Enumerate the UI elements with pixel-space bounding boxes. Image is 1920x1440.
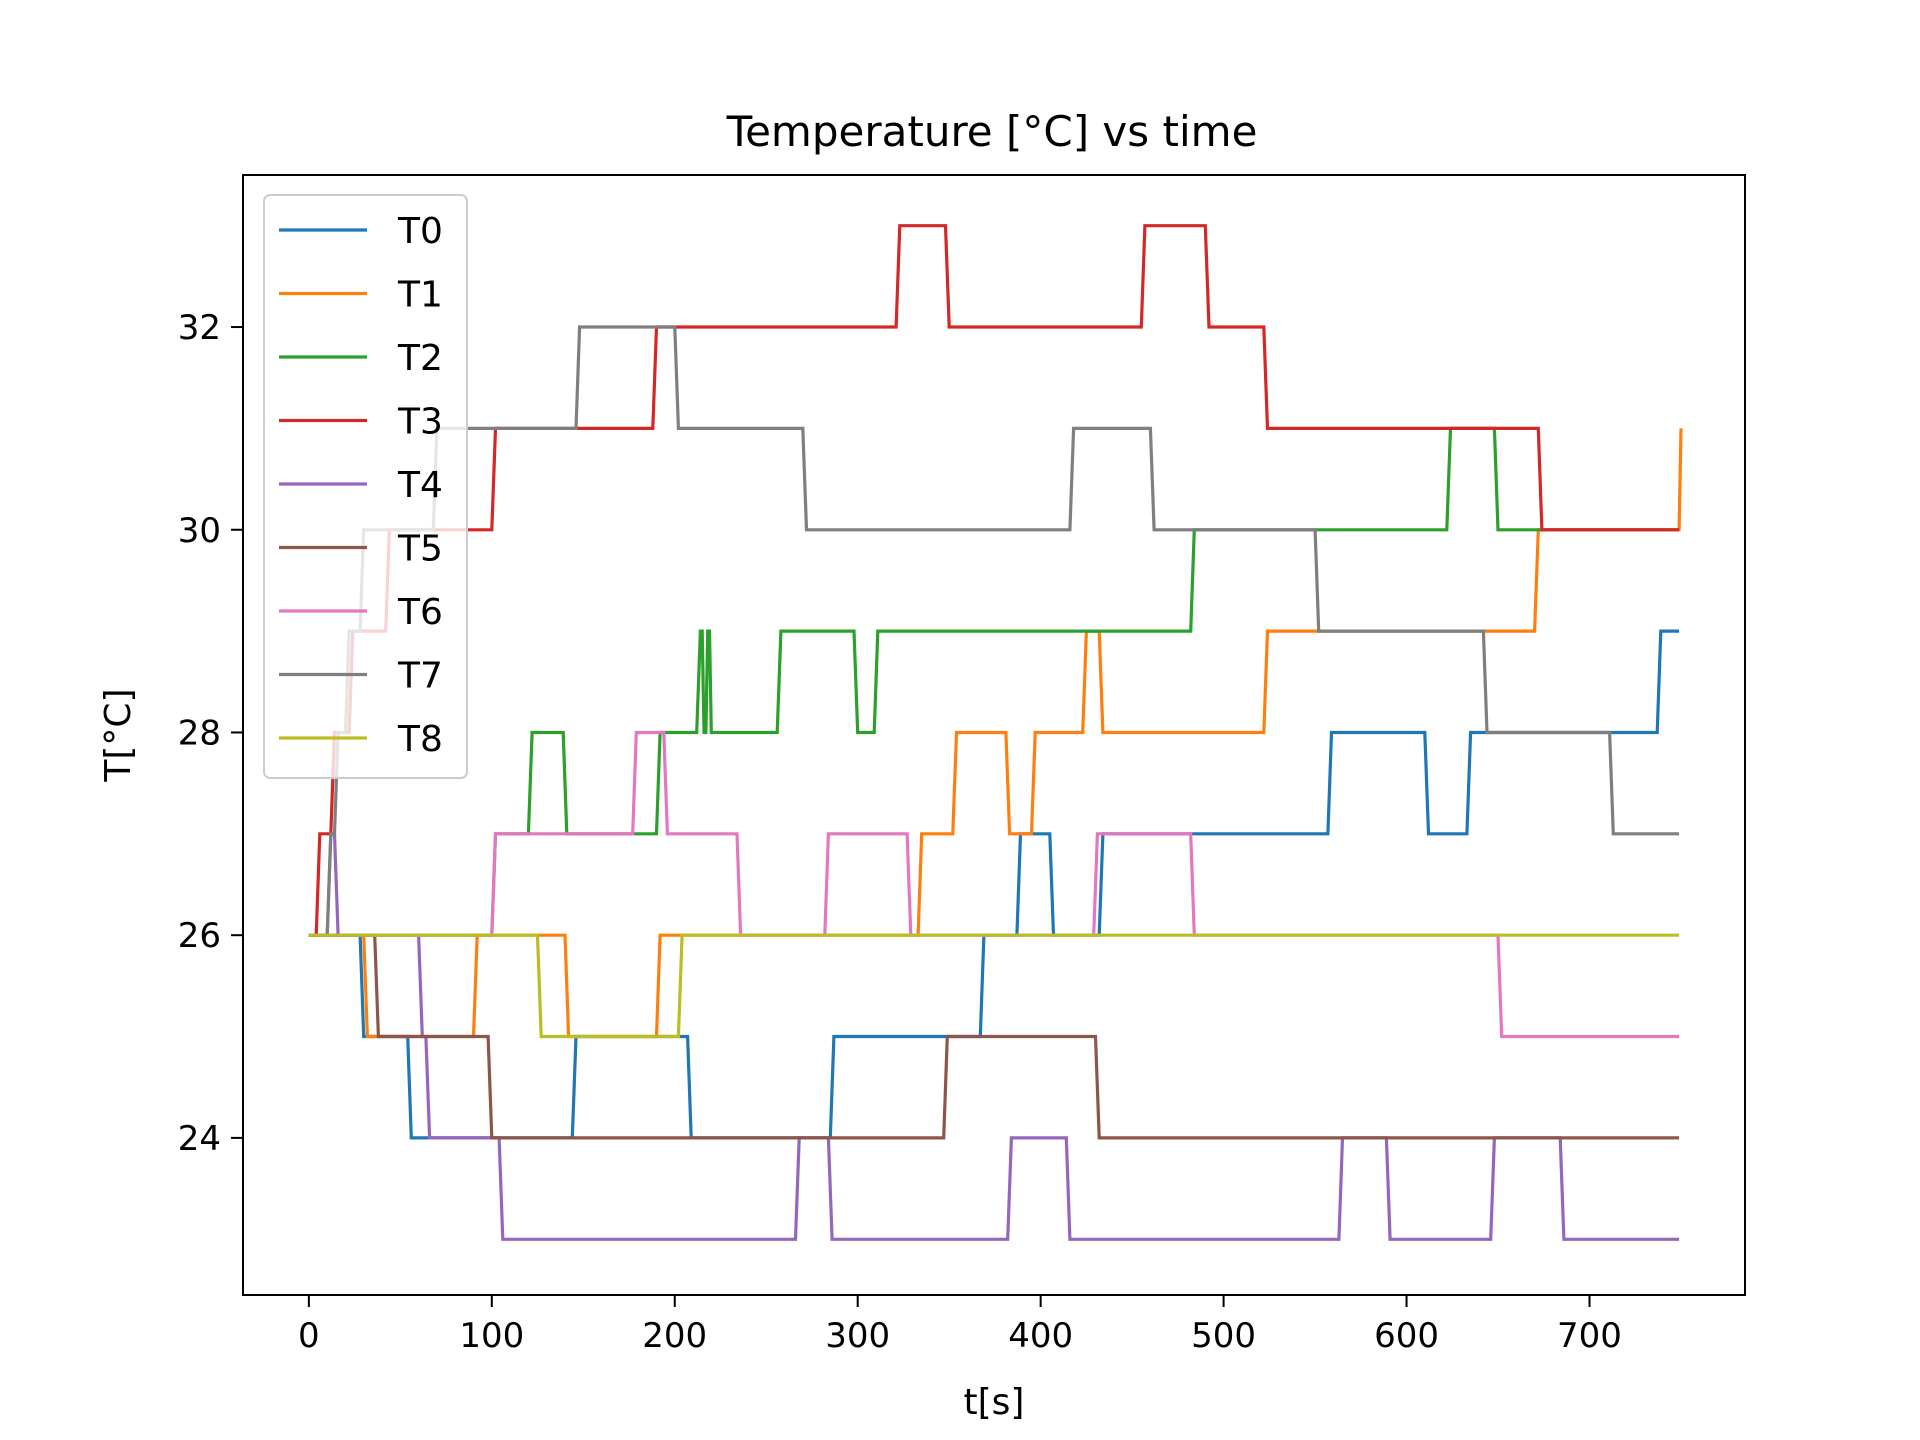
x-tick-label: 500 — [1191, 1316, 1256, 1356]
y-tick-label: 30 — [178, 511, 221, 551]
legend-box — [263, 194, 468, 779]
y-tick-label: 28 — [178, 713, 221, 753]
x-tick-label: 600 — [1374, 1316, 1439, 1356]
series-line-T8 — [308, 933, 1680, 1039]
legend-label-T7: T7 — [397, 656, 443, 697]
legend-label-T5: T5 — [397, 529, 443, 570]
plot-frame — [242, 174, 1746, 1296]
legend-label-T6: T6 — [397, 592, 443, 633]
legend-label-T3: T3 — [397, 402, 443, 443]
legend-label-T8: T8 — [397, 719, 443, 760]
x-tick-label: 700 — [1557, 1316, 1622, 1356]
legend-label-T2: T2 — [397, 338, 443, 379]
chart-title: Temperature [°C] vs time — [726, 107, 1258, 156]
x-tick-label: 100 — [459, 1316, 524, 1356]
y-tick-label: 32 — [178, 308, 221, 348]
legend-label-T4: T4 — [397, 465, 443, 506]
y-axis-ticks: 24 26 28 30 32 — [178, 308, 243, 1159]
y-tick-label: 24 — [178, 1119, 221, 1159]
x-tick-label: 400 — [1008, 1316, 1073, 1356]
series-line-T6 — [308, 730, 1680, 1039]
x-axis-label: t[s] — [964, 1382, 1025, 1423]
y-tick-label: 26 — [178, 916, 221, 956]
legend-label-T0: T0 — [397, 211, 443, 252]
x-tick-label: 200 — [642, 1316, 707, 1356]
y-axis-label: T[°C] — [98, 688, 139, 782]
series-line-T5 — [308, 933, 1680, 1140]
x-axis-ticks: 0 100 200 300 400 500 600 700 — [298, 1295, 1622, 1356]
x-tick-label: 0 — [298, 1316, 320, 1356]
legend-label-T1: T1 — [397, 275, 443, 316]
legend: T0 T1 T2 T3 T4 T5 T6 T7 T8 — [263, 194, 468, 779]
x-tick-label: 300 — [825, 1316, 890, 1356]
